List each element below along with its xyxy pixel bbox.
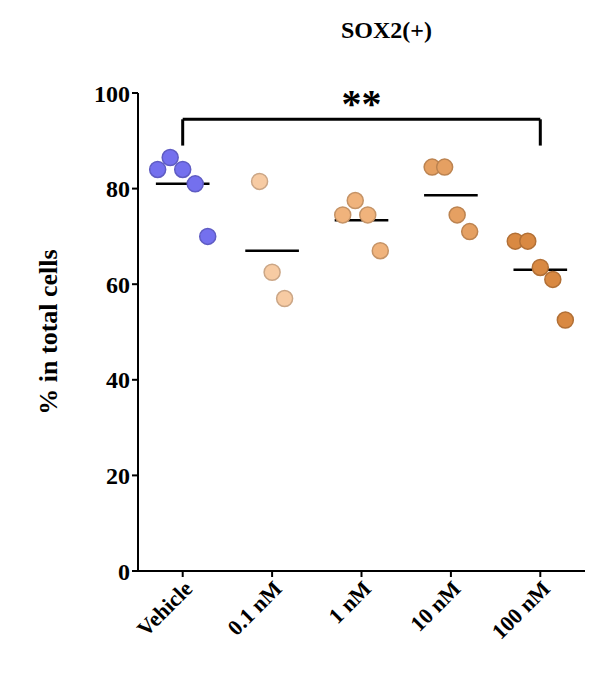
svg-text:20: 20	[106, 463, 130, 489]
svg-text:10 nM: 10 nM	[405, 576, 466, 637]
svg-text:1 nM: 1 nM	[323, 576, 376, 629]
svg-text:Vehicle: Vehicle	[132, 576, 198, 642]
svg-text:% in total cells: % in total cells	[34, 249, 63, 414]
html-text:SOX2(+): SOX2(+)	[341, 17, 432, 43]
svg-text:**: **	[342, 81, 382, 126]
svg-text:40: 40	[106, 367, 130, 393]
svg-text:100: 100	[94, 81, 130, 107]
svg-text:100 nM: 100 nM	[487, 576, 555, 644]
svg-text:60: 60	[106, 272, 130, 298]
svg-text:0: 0	[118, 559, 130, 585]
svg-text:80: 80	[106, 176, 130, 202]
svg-text:0.1 nM: 0.1 nM	[222, 576, 287, 641]
